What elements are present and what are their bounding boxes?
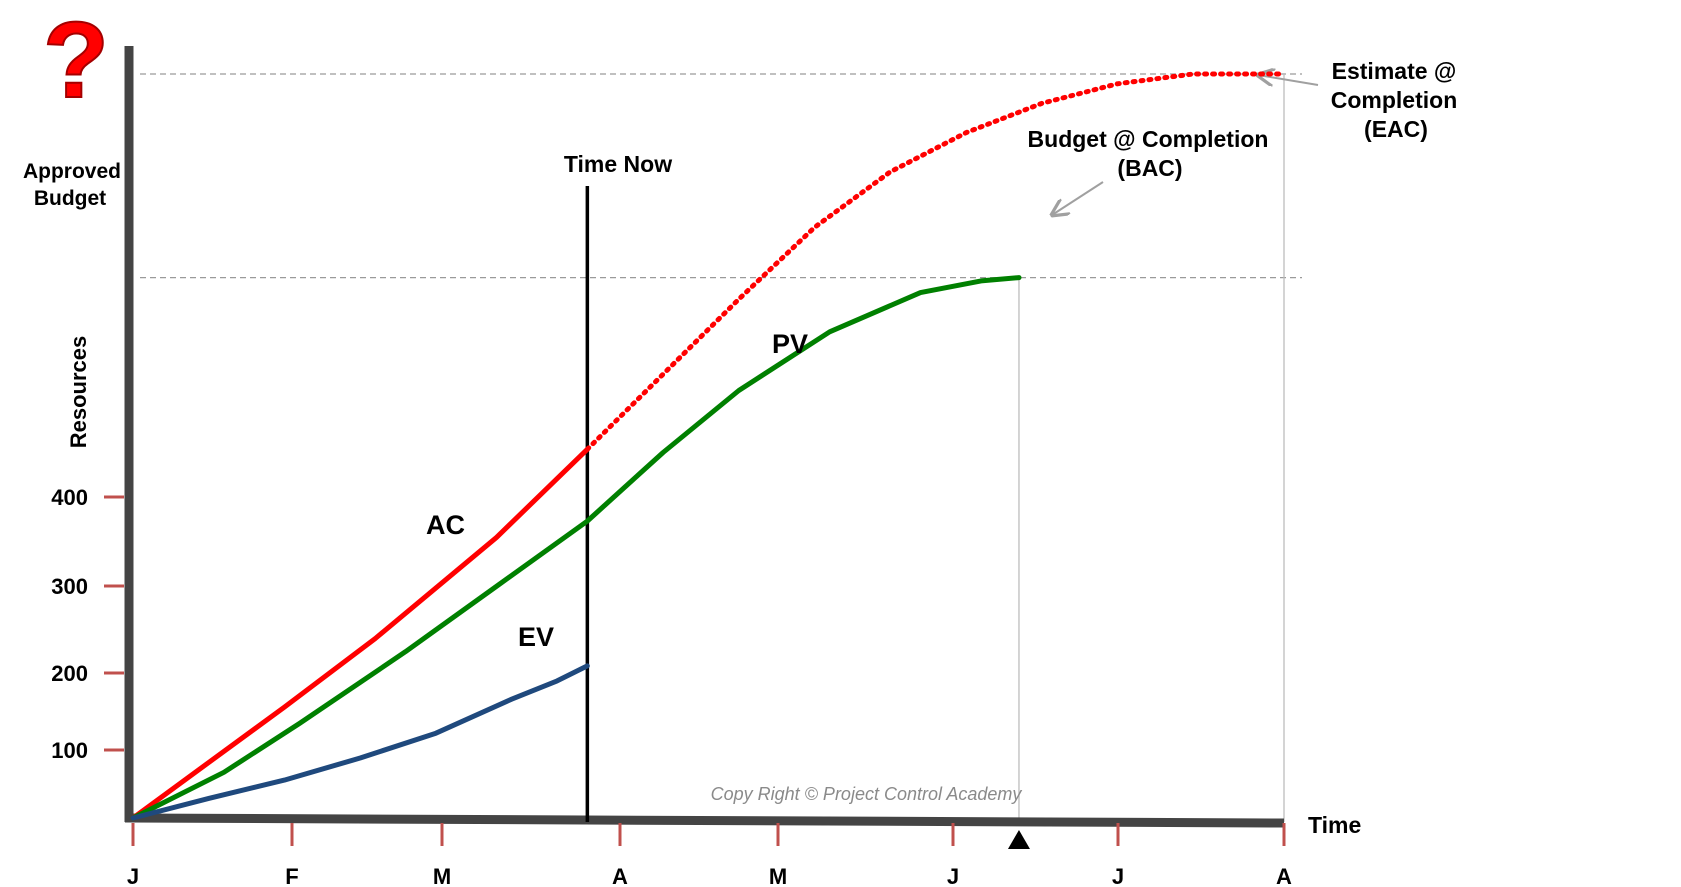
eac-label-line2: Completion xyxy=(1331,87,1458,113)
ac-series-line xyxy=(130,446,590,821)
series-layer xyxy=(130,71,1287,821)
x-tick-label: A xyxy=(1276,864,1292,887)
bac-marker-triangle xyxy=(1007,830,1030,849)
y-tick-label: 100 xyxy=(51,738,88,763)
svg-text:?: ? xyxy=(43,0,109,120)
bac-label-line1: Budget @ Completion xyxy=(1028,126,1269,152)
x-tick-label: J xyxy=(947,864,959,887)
y-axis-title: Resources xyxy=(66,336,91,449)
approved-budget-label-line2: Budget xyxy=(34,187,106,210)
approved-budget-label-line1: Approved xyxy=(23,160,121,183)
x-axis-title: Time xyxy=(1308,812,1361,838)
ev-series-line xyxy=(130,663,590,821)
y-tick-label: 300 xyxy=(51,574,88,599)
eac-label-line1: Estimate @ xyxy=(1332,58,1457,84)
ac-series-label: AC xyxy=(426,510,465,540)
x-tick-label: J xyxy=(127,864,139,887)
x-axis-line xyxy=(124,813,1285,828)
bac-label-line2: (BAC) xyxy=(1117,155,1182,181)
ac-forecast-series-line xyxy=(584,71,1287,452)
axes xyxy=(124,46,1285,849)
question-mark-icon: ? xyxy=(42,0,110,121)
x-tick-label: A xyxy=(612,864,628,887)
x-tick-label: F xyxy=(285,864,298,887)
x-tick-label: J xyxy=(1112,864,1124,887)
eac-label-line3: (EAC) xyxy=(1364,116,1428,142)
bac-arrow xyxy=(1052,181,1104,215)
ev-series-label: EV xyxy=(518,622,554,652)
y-tick-label: 400 xyxy=(51,485,88,510)
axis-ticks: 100 200 300 400 J F M A M J J A xyxy=(51,485,1292,887)
eac-arrow xyxy=(1258,75,1319,85)
pv-series-line xyxy=(130,275,1022,821)
y-tick-label: 200 xyxy=(51,661,88,686)
pv-series-label: PV xyxy=(772,329,808,359)
x-tick-label: M xyxy=(769,864,787,887)
time-now-label: Time Now xyxy=(564,151,672,177)
copyright-credit: Copy Right © Project Control Academy xyxy=(711,784,1023,804)
x-tick-label: M xyxy=(433,864,451,887)
reference-lines xyxy=(140,74,1319,822)
